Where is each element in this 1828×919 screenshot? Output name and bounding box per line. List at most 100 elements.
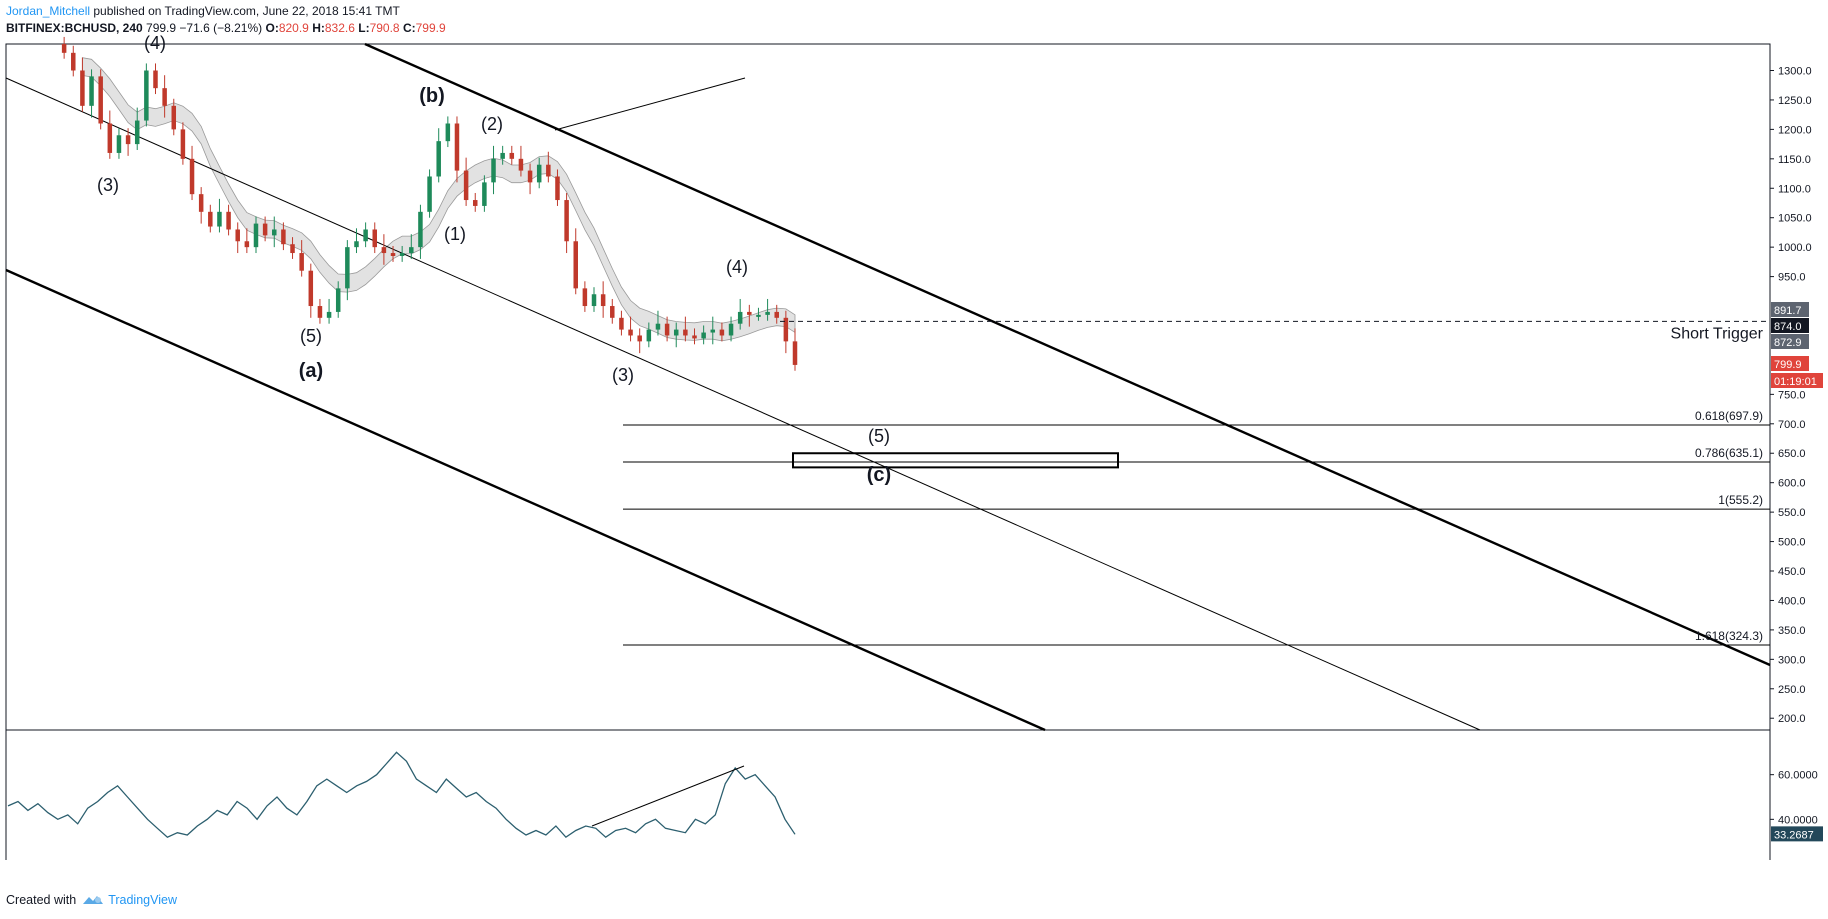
candle-body bbox=[98, 76, 103, 124]
candle-body bbox=[107, 123, 113, 153]
price-badge-label: 891.7 bbox=[1774, 305, 1802, 317]
price-tick-label: 1300.0 bbox=[1778, 65, 1812, 77]
candle-body bbox=[646, 329, 652, 342]
rsi-pane: 60.0000 40.0000 33.2687 bbox=[7, 751, 1823, 842]
fib-label: 1.618(324.3) bbox=[1695, 629, 1763, 643]
candle-body bbox=[326, 311, 332, 318]
price-axis: 1300.0 1250.0 1200.0 1150.0 1100.0 1050.0 1000… bbox=[1770, 65, 1823, 725]
candle-body bbox=[600, 294, 606, 307]
high-value: 832.6 bbox=[324, 21, 355, 35]
candles bbox=[61, 36, 798, 371]
chart-frame bbox=[5, 43, 1771, 860]
open-label: O: bbox=[265, 21, 279, 35]
price-tick-label: 1250.0 bbox=[1778, 95, 1812, 107]
candle-body bbox=[134, 120, 140, 145]
candle-body bbox=[262, 223, 268, 236]
price-tick-label: 650.0 bbox=[1778, 448, 1806, 460]
fib-label: 0.618(697.9) bbox=[1695, 409, 1763, 423]
candle-body bbox=[71, 52, 76, 71]
candle-body bbox=[518, 158, 524, 171]
candle-body bbox=[390, 253, 396, 256]
candle-body bbox=[463, 170, 469, 201]
symbol-legend: BITFINEX:BCHUSD, 240 799.9 −71.6 (−8.21%… bbox=[6, 21, 446, 36]
candle-body bbox=[372, 229, 378, 248]
candle-body bbox=[509, 152, 515, 159]
price-change: −71.6 (−8.21%) bbox=[179, 21, 263, 35]
candle-body bbox=[436, 141, 441, 177]
candle-body bbox=[235, 229, 240, 242]
wave-label: (a) bbox=[299, 360, 323, 382]
price-chart[interactable]: Short Trigger 0.618(697.9) 0.786(635.1) 1(5… bbox=[0, 0, 1828, 860]
candle-body bbox=[710, 329, 716, 333]
candle-body bbox=[737, 311, 743, 324]
tradingview-brand: TradingView bbox=[108, 893, 177, 907]
candle-body bbox=[381, 247, 387, 254]
candle-body bbox=[619, 317, 624, 330]
wave-label: (1) bbox=[444, 224, 466, 244]
price-tick-label: 700.0 bbox=[1778, 419, 1806, 431]
price-tick-label: 350.0 bbox=[1778, 625, 1806, 637]
candle-body bbox=[116, 135, 122, 153]
candle-body bbox=[226, 211, 231, 230]
price-badge-label: 799.9 bbox=[1774, 359, 1802, 371]
candle-body bbox=[409, 247, 414, 254]
footer: Created with TradingView bbox=[6, 893, 177, 907]
upper-channel-line bbox=[364, 42, 1771, 667]
candle-body bbox=[61, 44, 67, 53]
candle-body bbox=[610, 306, 615, 318]
price-badge-label: 872.9 bbox=[1774, 337, 1802, 349]
candle-body bbox=[208, 211, 213, 227]
candle-body bbox=[783, 317, 789, 342]
wave-label: (4) bbox=[144, 33, 166, 53]
rsi-guide-hidden bbox=[554, 77, 746, 131]
candle-body bbox=[564, 200, 569, 242]
price-badge-label: 874.0 bbox=[1774, 321, 1802, 333]
wave-label: (c) bbox=[867, 464, 891, 486]
candle-body bbox=[774, 311, 779, 318]
price-tick-label: 750.0 bbox=[1778, 389, 1806, 401]
price-tick-label: 950.0 bbox=[1778, 272, 1806, 284]
candle-body bbox=[664, 323, 670, 336]
low-label: L: bbox=[358, 21, 370, 35]
author-link[interactable]: Jordan_Mitchell bbox=[6, 4, 91, 18]
candle-body bbox=[546, 164, 551, 177]
trend-channel bbox=[5, 42, 1771, 732]
candle-body bbox=[673, 329, 679, 336]
symbol-name[interactable]: BITFINEX:BCHUSD, 240 bbox=[6, 21, 143, 35]
candle-body bbox=[491, 158, 496, 183]
candle-body bbox=[655, 323, 661, 330]
candle-body bbox=[189, 158, 195, 195]
candle-body bbox=[536, 164, 542, 183]
price-badge bbox=[1771, 334, 1809, 349]
publish-info: published on TradingView.com, June 22, 2… bbox=[90, 4, 400, 18]
candle-body bbox=[472, 200, 478, 206]
rsi-badge-label: 33.2687 bbox=[1774, 829, 1814, 841]
price-tick-label: 550.0 bbox=[1778, 507, 1806, 519]
candle-body bbox=[125, 135, 131, 145]
low-value: 790.8 bbox=[369, 21, 400, 35]
candle-body bbox=[354, 241, 359, 248]
candle-body bbox=[345, 247, 350, 289]
tradingview-link[interactable]: TradingView bbox=[82, 893, 177, 907]
open-value: 820.9 bbox=[278, 21, 309, 35]
wave-label: (3) bbox=[612, 365, 634, 385]
candle-body bbox=[701, 332, 706, 339]
rsi-tick-label: 60.0000 bbox=[1778, 770, 1818, 782]
candle-body bbox=[308, 270, 314, 307]
tradingview-logo-icon bbox=[83, 896, 104, 904]
candle-body bbox=[153, 70, 158, 89]
rsi-line bbox=[7, 751, 796, 839]
candle-body bbox=[454, 123, 460, 171]
candle-body bbox=[162, 88, 167, 106]
candle-body bbox=[290, 244, 295, 254]
price-tick-label: 450.0 bbox=[1778, 566, 1806, 578]
candle-body bbox=[80, 70, 85, 106]
price-tick-label: 300.0 bbox=[1778, 654, 1806, 666]
price-tick-label: 500.0 bbox=[1778, 537, 1806, 549]
candle-body bbox=[299, 253, 304, 271]
price-tick-label: 1200.0 bbox=[1778, 124, 1812, 136]
fib-label: 0.786(635.1) bbox=[1695, 446, 1763, 460]
wave-label: (5) bbox=[300, 326, 322, 346]
candle-body bbox=[756, 314, 761, 317]
candle-body bbox=[144, 70, 149, 121]
